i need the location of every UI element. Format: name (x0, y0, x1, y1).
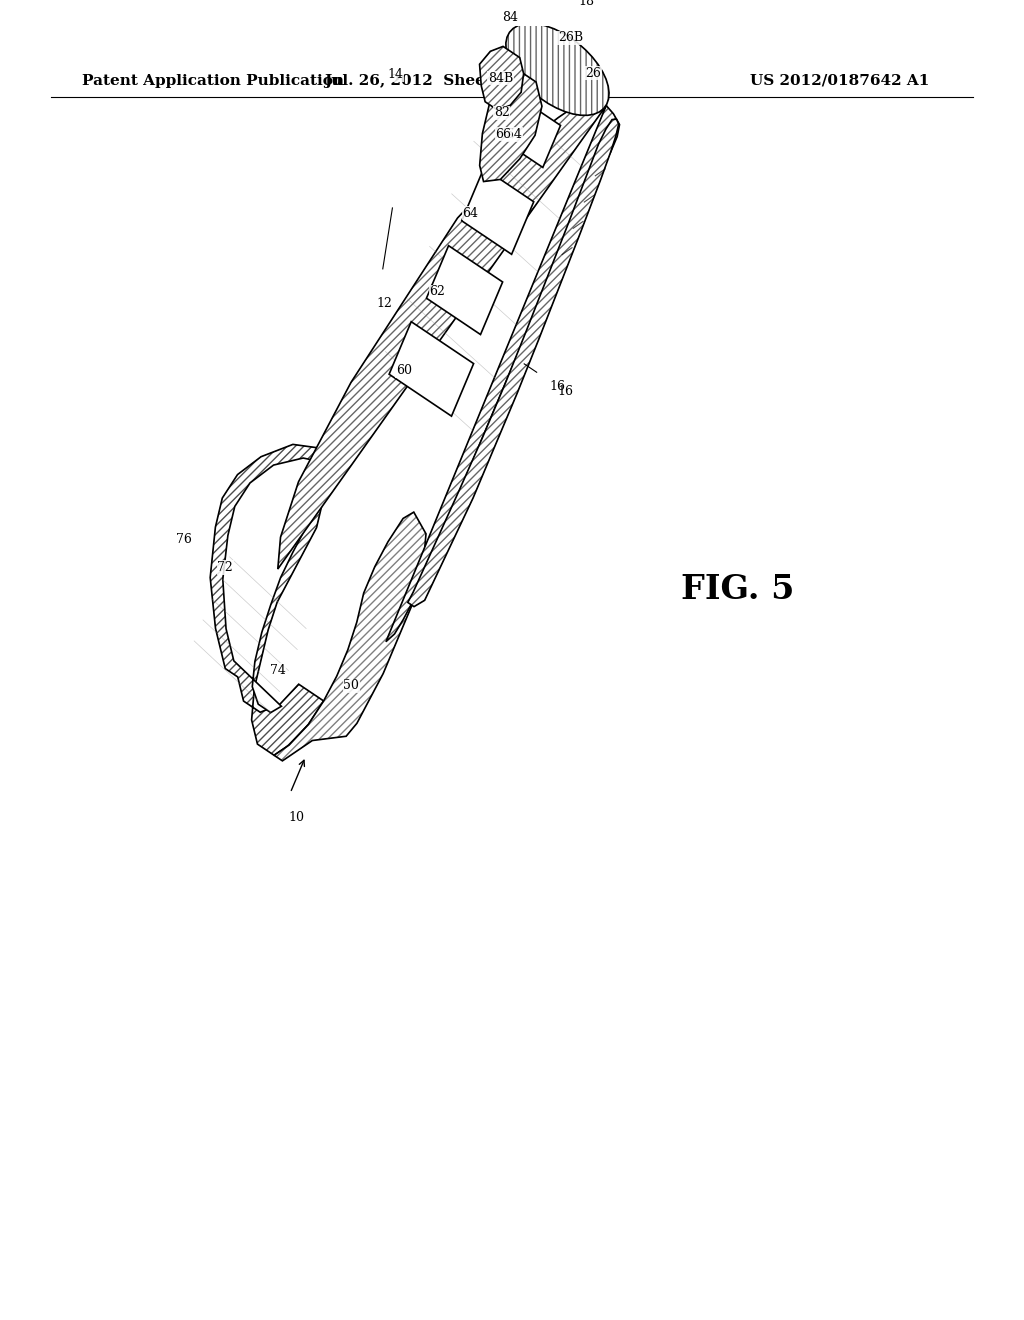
Text: Patent Application Publication: Patent Application Publication (82, 74, 344, 87)
Text: 10: 10 (288, 810, 304, 824)
Polygon shape (408, 119, 618, 607)
Polygon shape (278, 102, 620, 642)
Polygon shape (479, 46, 523, 110)
Text: 14: 14 (387, 69, 403, 82)
Text: 12: 12 (376, 297, 392, 310)
Text: 72: 72 (217, 561, 233, 574)
Text: 50: 50 (343, 680, 359, 693)
Text: 60: 60 (396, 364, 412, 378)
Text: 26: 26 (586, 67, 601, 79)
Polygon shape (479, 71, 542, 182)
Polygon shape (274, 512, 426, 760)
Text: Jul. 26, 2012  Sheet 5 of 11: Jul. 26, 2012 Sheet 5 of 11 (325, 74, 556, 87)
Text: 16: 16 (558, 385, 573, 399)
Text: 62: 62 (429, 285, 445, 298)
Text: 82: 82 (494, 107, 510, 119)
Polygon shape (389, 322, 474, 416)
Text: 84: 84 (502, 11, 518, 24)
Text: 84B: 84B (487, 71, 513, 84)
Text: 66: 66 (496, 128, 511, 141)
Text: US 2012/0187642 A1: US 2012/0187642 A1 (750, 74, 930, 87)
Polygon shape (462, 168, 534, 255)
Text: 16: 16 (550, 380, 565, 393)
Text: 54: 54 (506, 128, 522, 141)
Text: 64: 64 (462, 206, 478, 219)
Text: FIG. 5: FIG. 5 (681, 573, 794, 606)
Polygon shape (501, 98, 560, 168)
Polygon shape (223, 458, 319, 713)
Text: 76: 76 (175, 533, 191, 546)
Text: 26B: 26B (558, 32, 584, 45)
Polygon shape (506, 24, 609, 115)
Polygon shape (426, 246, 503, 334)
Polygon shape (210, 445, 327, 755)
Text: 18: 18 (579, 0, 594, 8)
Text: 74: 74 (270, 664, 286, 677)
